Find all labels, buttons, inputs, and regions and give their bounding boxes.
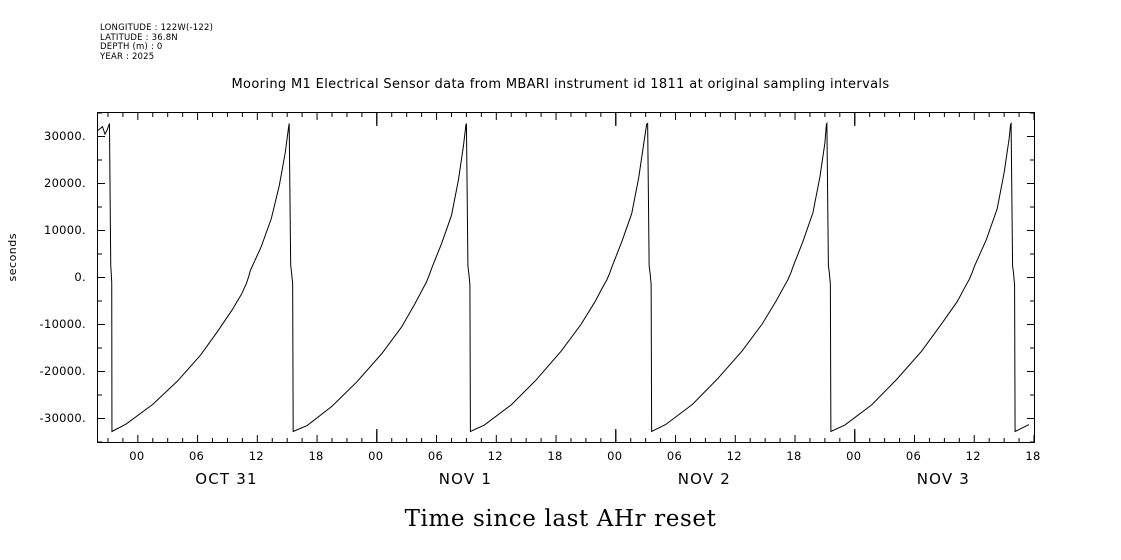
x-tick-label: 00 [846, 449, 862, 463]
x-tick-label: 00 [368, 449, 384, 463]
x-date-label: NOV 3 [916, 470, 971, 488]
x-tick-label: 12 [726, 449, 742, 463]
y-tick-label: -20000. [39, 363, 86, 378]
metadata-year: YEAR : 2025 [100, 51, 155, 62]
y-axis-tick-labels: 30000. 20000. 10000. 0. -10000. -20000. -30000… [0, 112, 94, 443]
y-tick-label: 20000. [43, 175, 86, 190]
x-date-label: NOV 2 [677, 470, 732, 488]
x-axis-hour-labels: 00 06 12 18 00 06 12 18 00 06 12 18 00 06 12 18 [97, 449, 1040, 465]
x-date-label: NOV 1 [438, 470, 493, 488]
x-date-label: OCT 31 [195, 470, 258, 488]
x-tick-label: 06 [427, 449, 444, 463]
x-tick-label: 18 [1025, 449, 1041, 463]
x-tick-label: 06 [188, 449, 205, 463]
x-tick-label: 18 [308, 449, 324, 463]
x-tick-label: 00 [607, 449, 623, 463]
x-tick-label: 12 [248, 449, 264, 463]
metadata-longitude: LONGITUDE : 122W(-122) [100, 23, 214, 33]
metadata-depth: DEPTH (m) : 0 [100, 42, 163, 53]
x-tick-label: 18 [547, 449, 563, 463]
plot-caption: Time since last AHr reset [404, 506, 717, 532]
y-tick-label: 30000. [43, 128, 86, 143]
x-tick-label: 18 [786, 449, 802, 463]
data-series-line [98, 124, 1029, 432]
metadata-header: LONGITUDE : 122W(-122) LATITUDE : 36.8N … [100, 23, 214, 62]
plot-svg [98, 113, 1034, 442]
x-tick-label: 06 [905, 449, 922, 463]
x-tick-label: 00 [129, 449, 145, 463]
y-tick-label: -30000. [39, 410, 86, 425]
y-axis-title: seconds [6, 233, 19, 282]
y-tick-label: 10000. [43, 222, 86, 237]
plot-area [97, 112, 1035, 443]
x-tick-label: 06 [666, 449, 683, 463]
metadata-latitude: LATITUDE : 36.8N [100, 32, 178, 43]
y-tick-label: -10000. [39, 316, 86, 331]
y-tick-label: 0. [74, 269, 86, 284]
x-tick-label: 12 [965, 449, 981, 463]
chart-title: Mooring M1 Electrical Sensor data from M… [231, 77, 890, 92]
x-tick-label: 12 [487, 449, 503, 463]
